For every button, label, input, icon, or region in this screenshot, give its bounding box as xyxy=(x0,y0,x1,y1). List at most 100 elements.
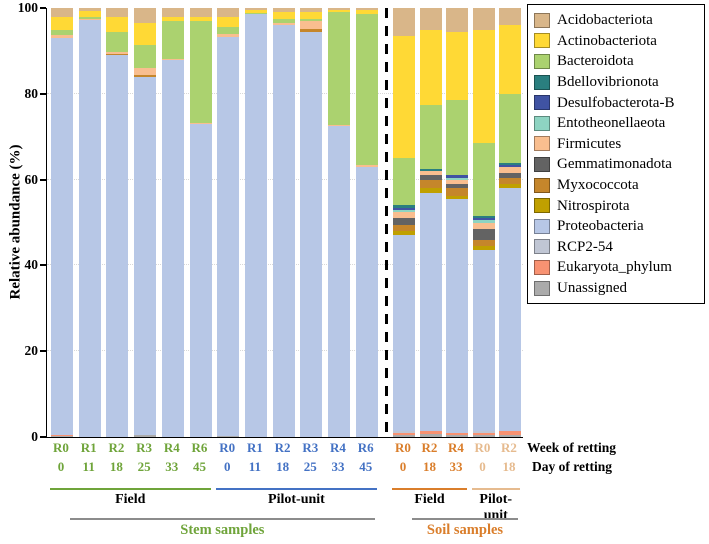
legend-label: Unassigned xyxy=(557,280,627,297)
bar-segment-actinobacteriota xyxy=(217,16,240,28)
bar-segment-firmicutes xyxy=(161,58,184,61)
day-of-retting-label: Day of retting xyxy=(532,459,612,474)
sample-group-line xyxy=(70,518,375,520)
bar xyxy=(51,8,73,437)
sample-group-line xyxy=(412,518,518,520)
bar-segment-acidobacteriota xyxy=(300,8,323,13)
day-label: 18 xyxy=(109,459,123,474)
day-label: 33 xyxy=(449,459,463,474)
day-label: 33 xyxy=(165,459,179,474)
bar-segment-proteobacteria xyxy=(419,192,442,432)
bar-segment-proteobacteria xyxy=(189,123,212,437)
bar-segment-acidobacteriota xyxy=(355,8,378,11)
bar-segment-gemmatimonadota xyxy=(472,228,495,240)
bar-segment-firmicutes xyxy=(189,122,212,124)
bar-segment-bacteroidota xyxy=(272,18,295,24)
condition-group-line xyxy=(471,488,520,490)
bar-segment-eukaryota_phylum xyxy=(419,431,442,434)
bar-segment-actinobacteriota xyxy=(472,29,495,144)
legend-label: Eukaryota_phylum xyxy=(557,259,672,276)
condition-group-line xyxy=(216,488,377,490)
bar-segment-proteobacteria xyxy=(161,60,184,437)
week-label: R0 xyxy=(395,440,411,455)
bar-segment-actinobacteriota xyxy=(51,16,73,30)
bar-segment-actinobacteriota xyxy=(499,25,521,94)
bar-segment-actinobacteriota xyxy=(244,10,267,14)
day-label: 0 xyxy=(399,459,407,474)
bar-segment-bacteroidota xyxy=(355,14,378,166)
legend-label: Entotheonellaeota xyxy=(557,115,666,132)
legend-label: Bdellovibrionota xyxy=(557,74,659,91)
bar-segment-unassigned xyxy=(419,433,442,437)
legend-swatch-icon xyxy=(534,198,550,214)
legend-swatch-icon xyxy=(534,136,550,152)
bar-segment-bdellovibrionota xyxy=(419,168,442,172)
bar-segment-actinobacteriota xyxy=(189,16,212,21)
bar xyxy=(355,8,378,437)
condition-group-line xyxy=(50,488,211,490)
bar-segment-nitrospirota xyxy=(472,246,495,251)
bar-segment-actinobacteriota xyxy=(106,16,129,32)
bar xyxy=(419,8,442,437)
legend-swatch-icon xyxy=(534,239,550,255)
bar-segment-rcp2-54 xyxy=(393,430,415,433)
legend: Acidobacteriota Actinobacteriota Bacteroid… xyxy=(527,4,705,305)
day-label: 18 xyxy=(423,459,436,474)
bar-segment-unassigned xyxy=(134,434,157,437)
sample-group-label: Stem samples xyxy=(180,522,265,538)
week-label: R2 xyxy=(274,440,291,455)
bar xyxy=(217,8,240,437)
bar-segment-proteobacteria xyxy=(272,25,295,437)
bar-segment-firmicutes xyxy=(446,179,468,184)
bar-segment-actinobacteriota xyxy=(134,23,157,45)
legend-item: Desulfobacterota-B xyxy=(534,92,698,113)
bar-segment-firmicutes xyxy=(300,20,323,30)
y-tick-label: 100 xyxy=(17,0,38,15)
legend-swatch-icon xyxy=(534,156,550,172)
day-label: 25 xyxy=(303,459,317,474)
bar xyxy=(244,8,267,437)
bar xyxy=(300,8,323,437)
bar-segment-proteobacteria xyxy=(300,31,323,437)
bar xyxy=(106,8,129,437)
bar-segment-acidobacteriota xyxy=(189,8,212,17)
bar-segment-acidobacteriota xyxy=(51,8,73,17)
bar xyxy=(472,8,495,437)
day-label: 18 xyxy=(502,459,516,474)
bar-segment-eukaryota_phylum xyxy=(393,432,415,435)
bar-segment-gemmatimonadota xyxy=(446,183,468,189)
legend-item: Bdellovibrionota xyxy=(534,72,698,93)
bar-segment-bacteroidota xyxy=(499,93,521,163)
legend-swatch-icon xyxy=(534,95,550,111)
bar-segment-bacteroidota xyxy=(217,27,240,34)
bar-segment-actinobacteriota xyxy=(328,10,350,13)
condition-group-label: Pilot-unit xyxy=(268,492,325,507)
bar-segment-proteobacteria xyxy=(134,76,157,435)
bar-segment-proteobacteria xyxy=(499,188,521,431)
week-label: R3 xyxy=(136,440,153,455)
week-label: R6 xyxy=(357,440,374,455)
day-label: 25 xyxy=(137,459,151,474)
bar-segment-eukaryota_phylum xyxy=(499,430,521,435)
bar-segment-desulfobacterota-b xyxy=(472,218,495,221)
bar-segment-bdellovibrionota xyxy=(393,205,415,208)
bar-segment-acidobacteriota xyxy=(134,8,157,24)
y-tick-mark xyxy=(40,92,46,95)
bar-segment-acidobacteriota xyxy=(472,8,495,30)
bar-segment-acidobacteriota xyxy=(328,8,350,11)
day-label: 33 xyxy=(331,459,345,474)
legend-item: Eukaryota_phylum xyxy=(534,257,698,278)
week-label: R0 xyxy=(219,440,236,455)
y-tick-label: 0 xyxy=(31,429,38,444)
bar-segment-myxococcota xyxy=(499,177,521,184)
bar-segment-rcp2-54 xyxy=(472,430,495,433)
legend-swatch-icon xyxy=(534,115,550,131)
week-label: R1 xyxy=(246,440,263,455)
bar-segment-entotheonellaeota xyxy=(472,220,495,223)
legend-label: Desulfobacterota-B xyxy=(557,94,675,111)
bar-segment-nitrospirota xyxy=(499,183,521,189)
y-tick-mark xyxy=(40,178,46,181)
y-tick-label: 80 xyxy=(24,85,39,101)
bar-segment-firmicutes xyxy=(328,124,350,126)
